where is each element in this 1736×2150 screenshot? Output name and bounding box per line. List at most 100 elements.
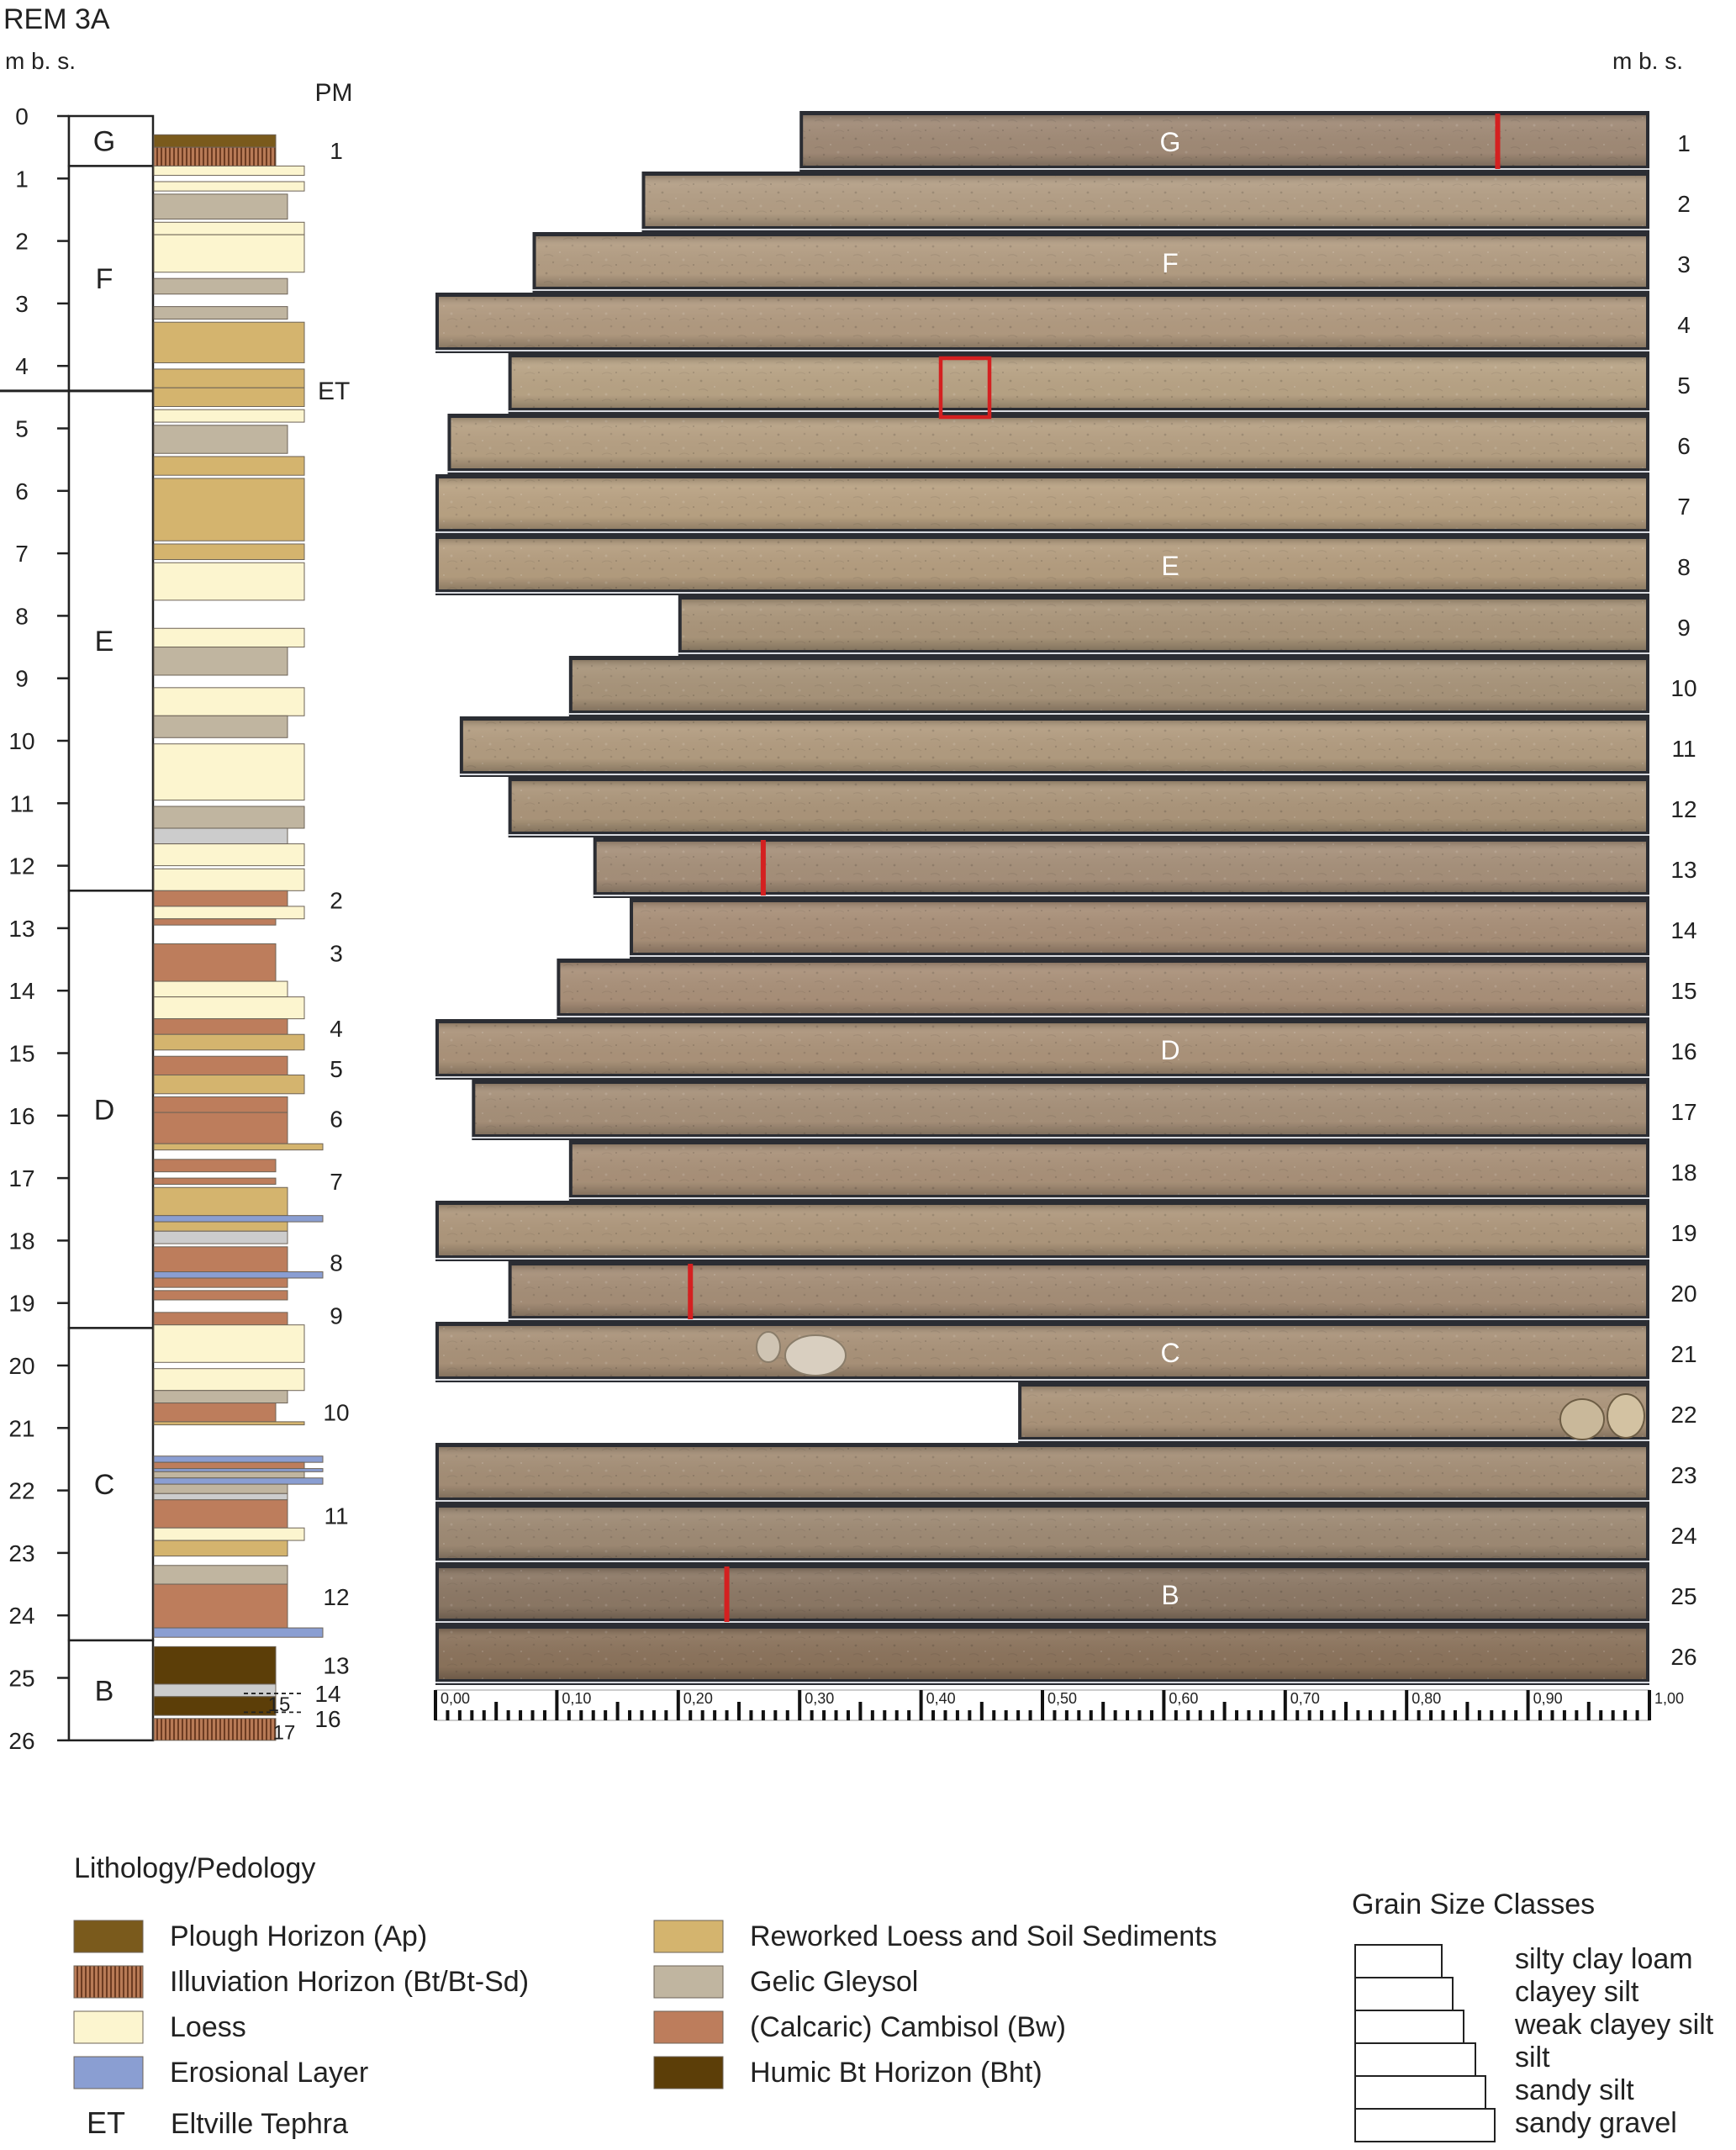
lithology-column	[153, 134, 324, 1741]
legend-swatch	[73, 2056, 144, 2089]
core-unit-label: C	[1160, 1338, 1179, 1368]
lithology-layer	[153, 1143, 324, 1151]
lithology-layer	[153, 743, 305, 801]
lithology-layer	[153, 425, 288, 454]
core-shading	[596, 842, 1646, 892]
scale-tick	[506, 1710, 510, 1720]
depth-tick-label: 24	[8, 1603, 34, 1629]
core-shading	[572, 1144, 1646, 1195]
core-number-label: 19	[1670, 1220, 1696, 1246]
depth-tick-label: 26	[8, 1728, 34, 1754]
core-shading	[511, 357, 1646, 408]
depth-tick-label: 23	[8, 1540, 34, 1566]
core-segment	[1018, 1382, 1649, 1443]
pm-sample-label: 8	[330, 1249, 343, 1276]
scale-tick	[494, 1702, 499, 1720]
scale-tick	[567, 1710, 571, 1720]
scale-tick	[943, 1710, 947, 1720]
core-number-label: 2	[1677, 191, 1691, 217]
profile-title: REM 3A	[3, 3, 110, 35]
scale-tick	[700, 1710, 704, 1720]
core-number-label: 7	[1677, 494, 1691, 520]
lithology-layer	[153, 687, 305, 716]
scale-tick	[822, 1710, 826, 1720]
legend-label: (Calcaric) Cambisol (Bw)	[750, 2011, 1066, 2043]
scale-tick	[1453, 1710, 1457, 1720]
scale-tick	[1126, 1710, 1130, 1720]
core-number-label: 12	[1670, 796, 1696, 822]
depth-tick-label: 16	[8, 1103, 34, 1129]
scale-tick	[919, 1690, 923, 1720]
core-shading	[439, 297, 1646, 347]
lithology-layer	[153, 193, 288, 220]
core-segment	[593, 837, 1649, 898]
core-segment	[435, 1503, 1649, 1564]
legend-swatch	[653, 1920, 724, 1953]
lithology-layer	[153, 1527, 305, 1541]
core-segment	[557, 959, 1649, 1019]
depth-tick-label: 10	[8, 728, 34, 754]
lithology-layer	[153, 843, 305, 867]
depth-tick-label: 3	[15, 291, 29, 317]
unit-box	[67, 389, 155, 892]
core-segment	[435, 1443, 1649, 1503]
core-segment	[630, 898, 1649, 959]
lithology-layer	[153, 715, 288, 738]
scale-tick	[1307, 1710, 1311, 1720]
core-segment	[435, 1624, 1649, 1685]
lithology-layer	[153, 1483, 288, 1494]
stratigraphic-unit-column: G F E D C B ET	[0, 114, 350, 1742]
legend-label: Plough Horizon (Ap)	[170, 1920, 427, 1952]
lithology-layer	[153, 980, 288, 998]
scale-tick	[530, 1710, 535, 1720]
depth-tick-label: 0	[15, 103, 29, 129]
scale-tick	[1222, 1702, 1227, 1720]
lithology-layer	[153, 1290, 288, 1301]
lithology-layer	[153, 806, 305, 829]
grain-size-label: sandy silt	[1515, 2074, 1634, 2106]
scale-label: 0,40	[926, 1690, 956, 1707]
lithology-layer	[153, 890, 288, 907]
core-segment	[508, 353, 1649, 414]
scale-tick	[1077, 1710, 1081, 1720]
lithology-layer	[153, 627, 305, 648]
scale-tick	[713, 1710, 717, 1720]
scale-tick	[1004, 1710, 1008, 1720]
pebble	[784, 1334, 847, 1376]
scale-label: 0,50	[1047, 1690, 1077, 1707]
scale-tick	[1235, 1710, 1239, 1720]
depth-tick-label: 5	[15, 416, 29, 442]
core-shading	[572, 660, 1646, 711]
scale-tick	[1332, 1710, 1336, 1720]
pm-column-header: PM	[315, 79, 353, 107]
core-segment	[678, 595, 1649, 656]
core-segment: C	[435, 1322, 1649, 1382]
core-number-label: 23	[1670, 1462, 1696, 1488]
lithology-legend: Plough Horizon (Ap) Illuviation Horizon (…	[73, 1920, 1217, 2089]
pm-sample-label: 13	[323, 1653, 349, 1679]
legend-title: Lithology/Pedology	[74, 1852, 315, 1884]
core-number-label: 5	[1677, 372, 1691, 399]
lithology-layer	[153, 134, 277, 148]
left-depth-axis-label: m b. s.	[5, 48, 76, 74]
core-shading	[462, 721, 1646, 771]
core-unit-label: B	[1161, 1580, 1179, 1610]
lithology-layer	[153, 1696, 277, 1716]
lithology-layer	[153, 1718, 277, 1741]
lithology-layer	[153, 368, 305, 388]
legend-label: Gelic Gleysol	[750, 1966, 918, 1998]
lithology-layer	[153, 1221, 288, 1232]
scale-tick	[1392, 1710, 1396, 1720]
depth-tick-label: 19	[8, 1291, 34, 1317]
scale-tick	[992, 1710, 996, 1720]
core-shading	[475, 1084, 1646, 1134]
core-shading	[536, 236, 1646, 287]
lithology-layer	[153, 1421, 305, 1426]
lithology-layer	[153, 906, 305, 920]
scale-tick	[785, 1710, 789, 1720]
lithology-layer	[153, 1075, 305, 1095]
core-segment	[568, 656, 1649, 716]
core-number-label: 21	[1670, 1341, 1696, 1367]
unit-box	[67, 890, 155, 1329]
core-number-label: 4	[1677, 312, 1691, 338]
